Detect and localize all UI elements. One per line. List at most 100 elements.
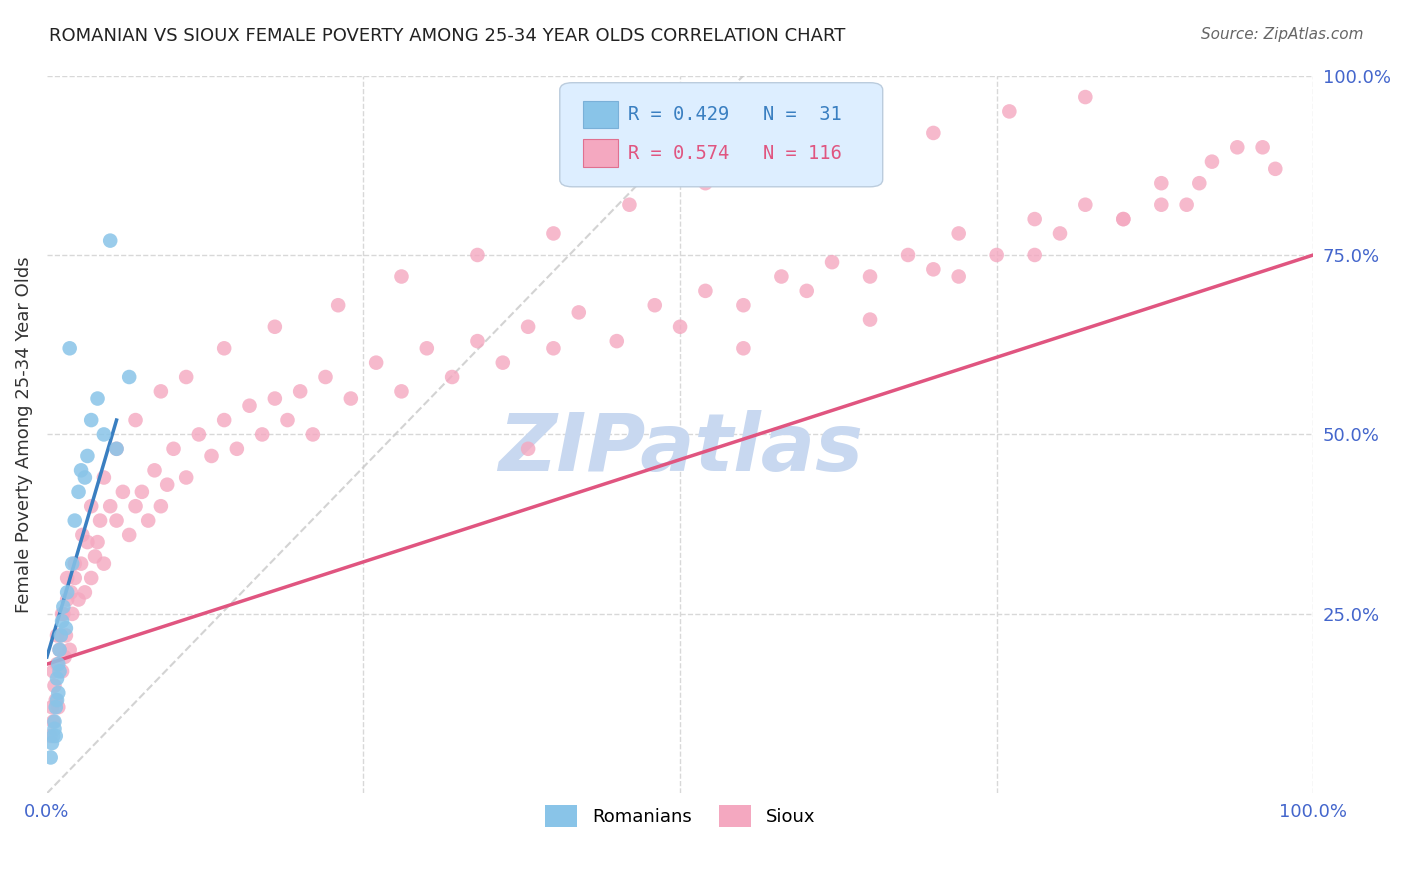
Point: [315, 370, 337, 384]
Point: [796, 284, 818, 298]
Point: [48, 665, 70, 679]
Point: [46, 657, 69, 672]
Point: [59, 642, 82, 657]
Point: [46, 672, 69, 686]
Point: [46, 628, 69, 642]
Point: [174, 370, 197, 384]
Point: [67, 484, 90, 499]
Point: [63, 571, 86, 585]
Point: [250, 427, 273, 442]
Point: [80, 500, 103, 514]
Point: [1150, 176, 1173, 190]
FancyBboxPatch shape: [582, 139, 619, 167]
FancyBboxPatch shape: [560, 83, 883, 186]
Point: [60, 607, 83, 621]
Point: [859, 312, 882, 326]
Point: [733, 341, 755, 355]
Point: [1074, 90, 1097, 104]
Point: [897, 248, 920, 262]
Point: [1112, 212, 1135, 227]
Point: [276, 413, 298, 427]
Point: [143, 463, 166, 477]
Point: [86, 535, 108, 549]
Point: [998, 104, 1021, 119]
Point: [51, 665, 73, 679]
Point: [124, 413, 146, 427]
Point: [263, 392, 285, 406]
Point: [105, 442, 128, 456]
Point: [80, 413, 103, 427]
Point: [72, 528, 94, 542]
Point: [187, 427, 209, 442]
Point: [60, 557, 83, 571]
Point: [922, 262, 945, 277]
FancyBboxPatch shape: [582, 101, 619, 128]
Point: [42, 729, 65, 743]
Point: [105, 514, 128, 528]
Point: [52, 607, 75, 621]
Point: [45, 693, 67, 707]
Point: [56, 585, 79, 599]
Point: [59, 585, 82, 599]
Point: [948, 227, 970, 241]
Point: [770, 154, 793, 169]
Point: [124, 500, 146, 514]
Point: [63, 514, 86, 528]
Point: [105, 442, 128, 456]
Point: [174, 470, 197, 484]
Point: [118, 528, 141, 542]
Point: [98, 500, 121, 514]
Point: [45, 729, 67, 743]
Point: [56, 592, 79, 607]
Point: [46, 686, 69, 700]
Point: [340, 392, 363, 406]
Point: [73, 470, 96, 484]
Text: ZIPatlas: ZIPatlas: [498, 409, 863, 488]
Point: [44, 679, 66, 693]
Point: [225, 442, 247, 456]
Point: [1226, 140, 1249, 154]
Point: [48, 642, 70, 657]
Point: [76, 449, 98, 463]
Point: [93, 470, 115, 484]
Point: [39, 750, 62, 764]
Point: [619, 198, 641, 212]
Point: [55, 628, 77, 642]
Point: [80, 571, 103, 585]
Point: [606, 334, 628, 348]
Point: [42, 665, 65, 679]
Point: [644, 298, 666, 312]
Point: [568, 305, 591, 319]
Point: [56, 571, 79, 585]
Point: [543, 227, 565, 241]
Point: [517, 319, 540, 334]
Point: [1049, 227, 1071, 241]
Point: [86, 392, 108, 406]
Text: R = 0.574   N = 116: R = 0.574 N = 116: [628, 144, 842, 162]
Point: [1264, 161, 1286, 176]
Point: [55, 621, 77, 635]
Point: [111, 484, 134, 499]
Point: [49, 628, 72, 642]
Y-axis label: Female Poverty Among 25-34 Year Olds: Female Poverty Among 25-34 Year Olds: [15, 256, 32, 613]
Point: [328, 298, 350, 312]
Point: [859, 269, 882, 284]
Point: [212, 413, 235, 427]
Point: [41, 736, 63, 750]
Point: [733, 298, 755, 312]
Point: [46, 700, 69, 714]
Point: [391, 269, 413, 284]
Point: [136, 514, 159, 528]
Point: [288, 384, 311, 399]
Point: [212, 341, 235, 355]
Point: [492, 356, 515, 370]
Point: [301, 427, 323, 442]
Point: [51, 614, 73, 628]
Point: [416, 341, 439, 355]
Point: [93, 557, 115, 571]
Point: [70, 557, 93, 571]
Point: [93, 427, 115, 442]
Point: [49, 628, 72, 642]
Text: Source: ZipAtlas.com: Source: ZipAtlas.com: [1201, 27, 1364, 42]
Legend: Romanians, Sioux: Romanians, Sioux: [537, 798, 823, 835]
